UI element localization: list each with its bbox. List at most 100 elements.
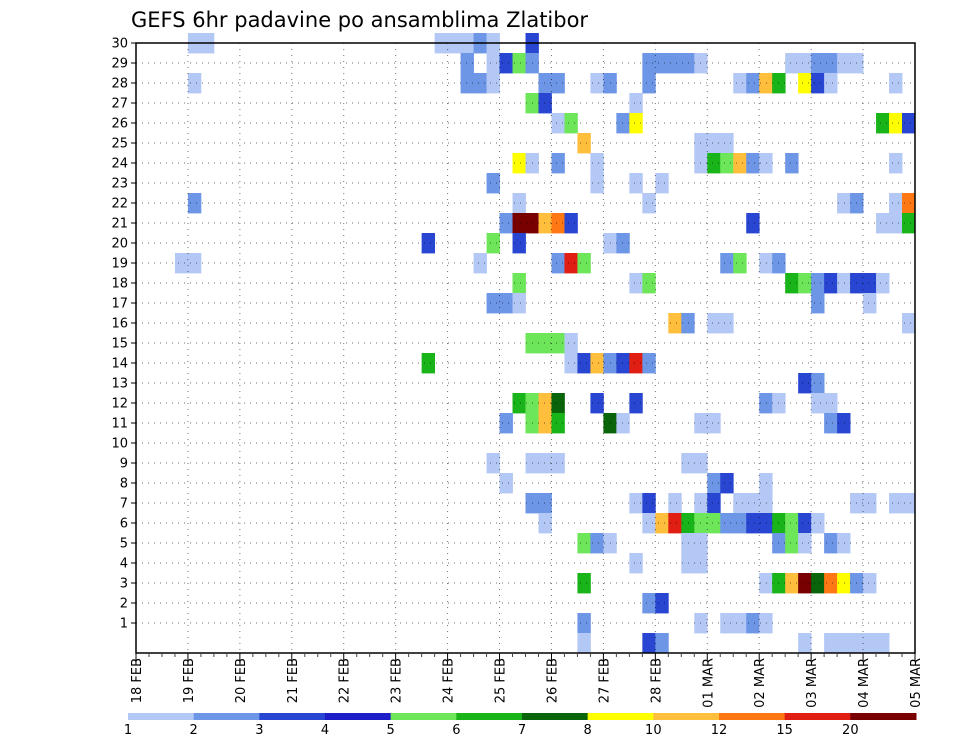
- heatmap-cell: [863, 633, 877, 654]
- heatmap-cell: [538, 393, 552, 414]
- heatmap-cell: [642, 593, 656, 614]
- x-tick-label: 05 MAR: [909, 658, 924, 708]
- heatmap-cell: [720, 133, 734, 154]
- heatmap-cell: [512, 293, 526, 314]
- heatmap-cell: [486, 233, 500, 254]
- heatmap-cell: [642, 633, 656, 654]
- colorbar-label: 4: [321, 723, 329, 738]
- heatmap-cell: [187, 193, 202, 214]
- heatmap-cell: [187, 253, 202, 274]
- heatmap-cell: [889, 493, 903, 514]
- x-tick-label: 03 MAR: [805, 658, 820, 708]
- heatmap-cell: [590, 533, 604, 554]
- y-tick-label: 8: [120, 477, 128, 492]
- heatmap-cell: [512, 233, 526, 254]
- heatmap-cell: [824, 413, 838, 434]
- colorbar-swatch: [390, 713, 457, 720]
- heatmap-cell: [733, 73, 747, 94]
- heatmap-cell: [824, 273, 838, 294]
- heatmap-cell: [798, 533, 812, 554]
- heatmap-cell: [590, 153, 604, 174]
- heatmap-cell: [629, 93, 643, 114]
- heatmap-cell: [759, 393, 773, 414]
- heatmap-cell: [629, 553, 643, 574]
- y-tick-label: 21: [111, 217, 128, 232]
- colorbar-label: 15: [776, 723, 793, 738]
- heatmap-cell: [538, 513, 552, 534]
- heatmap-cell: [421, 233, 436, 254]
- heatmap-cell: [811, 373, 825, 394]
- heatmap-cell: [499, 53, 513, 74]
- heatmap-cell: [590, 353, 604, 374]
- y-tick-label: 4: [120, 557, 128, 572]
- heatmap-cell: [499, 413, 513, 434]
- heatmap-cell: [811, 293, 825, 314]
- heatmap-cell: [876, 213, 890, 234]
- heatmap-cell: [798, 573, 812, 594]
- heatmap-cell: [551, 333, 565, 354]
- x-tick-label: 28 FEB: [649, 658, 664, 703]
- heatmap-cell: [811, 513, 825, 534]
- heatmap-cell: [707, 473, 721, 494]
- colorbar-swatch: [719, 713, 786, 720]
- heatmap-cell: [785, 573, 799, 594]
- y-tick-label: 12: [111, 397, 128, 412]
- y-tick-label: 28: [111, 77, 128, 92]
- heatmap-cell: [564, 213, 578, 234]
- heatmap-cell: [499, 213, 513, 234]
- colorbar-swatch: [128, 713, 195, 720]
- y-tick-label: 16: [111, 317, 128, 332]
- heatmap-cell: [564, 353, 578, 374]
- colorbar-swatch: [522, 713, 589, 720]
- heatmap-cell: [798, 53, 812, 74]
- heatmap-cell: [837, 193, 851, 214]
- heatmap-cell: [590, 393, 604, 414]
- heatmap-cell: [707, 513, 721, 534]
- heatmap-cell: [889, 193, 903, 214]
- x-tick-label: 04 MAR: [857, 658, 872, 708]
- heatmap-cell: [863, 293, 877, 314]
- heatmap-cell: [642, 513, 656, 534]
- heatmap-cell: [733, 153, 747, 174]
- heatmap-cell: [629, 393, 643, 414]
- x-tick-label: 27 FEB: [597, 658, 612, 703]
- heatmap-cell: [681, 513, 695, 534]
- heatmap-cell: [824, 393, 838, 414]
- y-tick-label: 20: [111, 237, 128, 252]
- y-tick-label: 9: [120, 457, 128, 472]
- heatmap-cell: [746, 73, 760, 94]
- heatmap-cell: [668, 53, 682, 74]
- heatmap-cell: [733, 253, 747, 274]
- heatmap-cell: [759, 253, 773, 274]
- heatmap-cell: [837, 53, 851, 74]
- heatmap-cell: [785, 513, 799, 534]
- heatmap-cell: [512, 393, 526, 414]
- heatmap-cell: [499, 293, 513, 314]
- heatmap-cell: [876, 273, 890, 294]
- heatmap-cell: [837, 573, 851, 594]
- heatmap-cell: [486, 53, 500, 74]
- heatmap-cell: [837, 533, 851, 554]
- heatmap-cell: [668, 313, 682, 334]
- heatmap-cell: [707, 413, 721, 434]
- heatmap-cell: [759, 613, 773, 634]
- y-tick-label: 26: [111, 117, 128, 132]
- heatmap-cell: [551, 213, 565, 234]
- colorbar-swatch: [587, 713, 654, 720]
- y-tick-label: 24: [111, 157, 128, 172]
- colorbar-label: 12: [711, 723, 728, 738]
- heatmap-cell: [187, 73, 202, 94]
- heatmap-cell: [538, 93, 552, 114]
- heatmap-cell: [577, 533, 591, 554]
- y-tick-label: 6: [120, 517, 128, 532]
- heatmap-cell: [720, 473, 734, 494]
- heatmap-cell: [551, 113, 565, 134]
- heatmap-cell: [902, 113, 916, 134]
- heatmap-cell: [564, 113, 578, 134]
- heatmap-cell: [681, 453, 695, 474]
- heatmap-cell: [707, 313, 721, 334]
- colorbar-label: 5: [387, 723, 395, 738]
- heatmap-cell: [798, 633, 812, 654]
- heatmap-cell: [785, 533, 799, 554]
